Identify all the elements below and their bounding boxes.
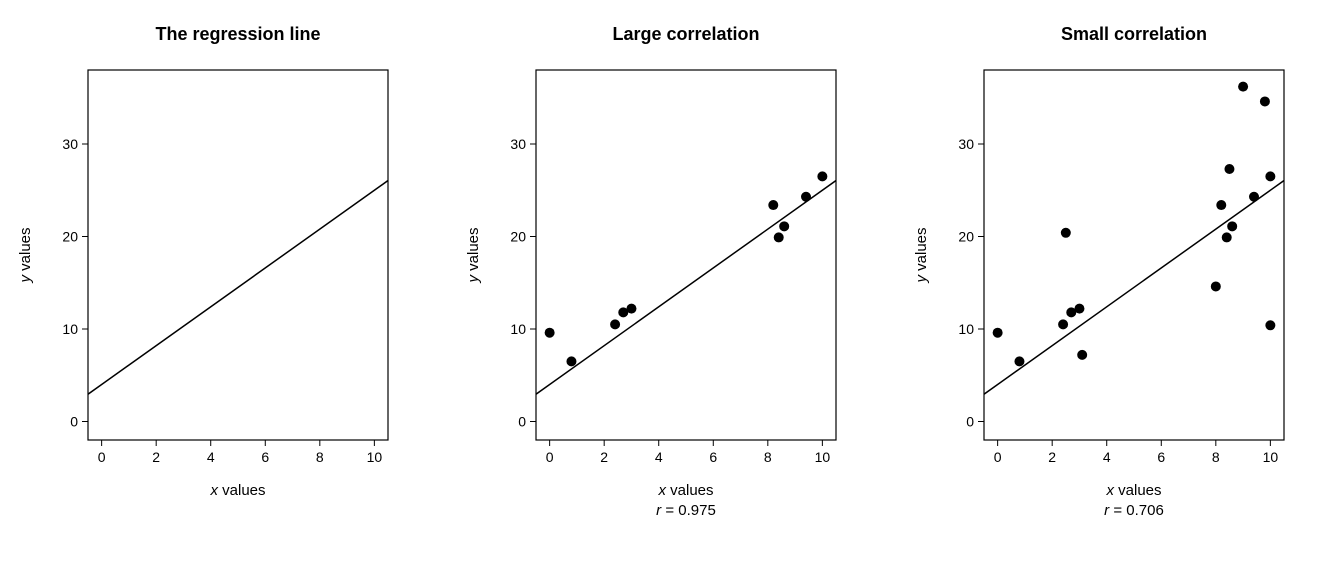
x-tick-label: 6 (709, 449, 717, 465)
regression-line (536, 181, 836, 395)
y-tick-label: 30 (62, 136, 78, 152)
x-tick-label: 6 (261, 449, 269, 465)
data-point (1061, 228, 1071, 238)
data-point (1227, 221, 1237, 231)
y-tick-label: 0 (966, 414, 974, 430)
data-point (610, 319, 620, 329)
panel-3-svg: Small correlation 0 2 4 6 8 10 0 10 20 30 x values y… (896, 0, 1344, 576)
data-point (768, 200, 778, 210)
x-tick-label: 2 (152, 449, 160, 465)
data-point (1265, 320, 1275, 330)
panel-2-svg: Large correlation 0 2 4 6 8 10 0 10 20 30 x values y… (448, 0, 896, 576)
correlation-caption: r = 0.706 (1104, 502, 1164, 519)
x-tick-label: 6 (1157, 449, 1165, 465)
x-tick-label: 2 (600, 449, 608, 465)
data-point (1014, 356, 1024, 366)
panel-1: The regression line 0 2 4 6 8 10 0 10 20 30 x value… (0, 0, 448, 576)
x-tick-label: 4 (655, 449, 663, 465)
x-axis-label: x values (1105, 482, 1161, 499)
data-point (1249, 192, 1259, 202)
x-axis-label: x values (209, 482, 265, 499)
x-tick-label: 8 (764, 449, 772, 465)
y-axis-label: y values (913, 227, 930, 283)
plot-border (536, 70, 836, 440)
figure-container: The regression line02468100102030x value… (0, 0, 1344, 576)
data-point (779, 221, 789, 231)
y-tick-label: 10 (958, 321, 974, 337)
data-point (1077, 350, 1087, 360)
data-point (1222, 232, 1232, 242)
y-tick-label: 20 (62, 229, 78, 245)
data-point (1260, 96, 1270, 106)
y-tick-label: 20 (958, 229, 974, 245)
y-axis-label: y values (17, 227, 34, 283)
plot-border (88, 70, 388, 440)
x-tick-label: 4 (207, 449, 215, 465)
data-point (1211, 281, 1221, 291)
x-tick-label: 0 (98, 449, 106, 465)
panel-title: Large correlation (612, 24, 759, 44)
data-point (817, 171, 827, 181)
x-tick-label: 8 (316, 449, 324, 465)
x-tick-label: 2 (1048, 449, 1056, 465)
data-point (566, 356, 576, 366)
panel-title: Small correlation (1061, 24, 1207, 44)
data-point (1058, 319, 1068, 329)
x-tick-label: 4 (1103, 449, 1111, 465)
regression-line (88, 181, 388, 395)
data-point (1074, 304, 1084, 314)
x-tick-label: 0 (994, 449, 1002, 465)
y-axis-label: y values (465, 227, 482, 283)
y-tick-label: 30 (510, 136, 526, 152)
y-tick-label: 30 (958, 136, 974, 152)
x-tick-label: 10 (1263, 449, 1279, 465)
correlation-caption: r = 0.975 (656, 502, 716, 519)
y-tick-label: 0 (70, 414, 78, 430)
panel-1-svg: The regression line 0 2 4 6 8 10 0 10 20 30 x value… (0, 0, 448, 576)
plot-border (984, 70, 1284, 440)
data-point (993, 328, 1003, 338)
x-tick-label: 8 (1212, 449, 1220, 465)
data-point (1238, 82, 1248, 92)
data-point (545, 328, 555, 338)
x-tick-label: 10 (815, 449, 831, 465)
data-point (1216, 200, 1226, 210)
y-tick-label: 0 (518, 414, 526, 430)
data-point (1224, 164, 1234, 174)
regression-line (984, 181, 1284, 395)
x-tick-label: 10 (367, 449, 383, 465)
panel-3: Small correlation 0 2 4 6 8 10 0 10 20 30 x values y… (896, 0, 1344, 576)
x-tick-label: 0 (546, 449, 554, 465)
y-tick-label: 10 (510, 321, 526, 337)
panel-title: The regression line (155, 24, 320, 44)
data-point (774, 232, 784, 242)
panel-2: Large correlation 0 2 4 6 8 10 0 10 20 30 x values y… (448, 0, 896, 576)
data-point (626, 304, 636, 314)
data-point (1265, 171, 1275, 181)
x-axis-label: x values (657, 482, 713, 499)
y-tick-label: 20 (510, 229, 526, 245)
y-tick-label: 10 (62, 321, 78, 337)
data-point (801, 192, 811, 202)
